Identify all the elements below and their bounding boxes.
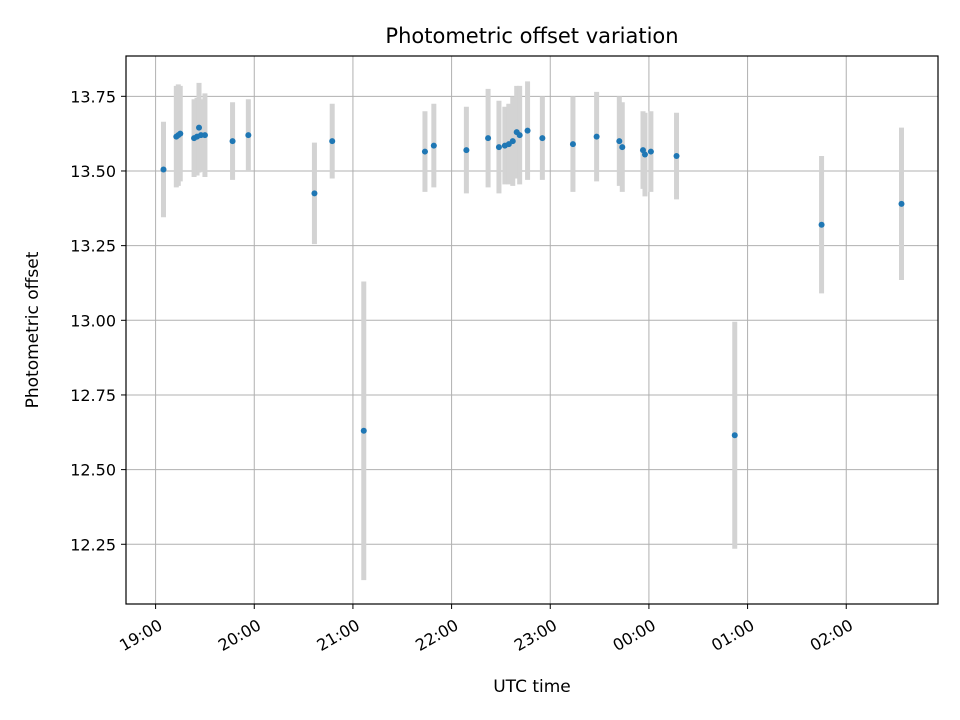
data-point — [329, 138, 336, 145]
data-point — [898, 200, 905, 207]
data-points — [160, 124, 905, 439]
data-point — [516, 132, 523, 139]
y-tick-label: 13.00 — [70, 311, 116, 330]
data-point — [647, 148, 654, 155]
data-point — [421, 148, 428, 155]
data-point — [196, 124, 203, 131]
data-point — [524, 127, 531, 134]
data-point — [641, 151, 648, 158]
data-point — [360, 427, 367, 434]
y-tick-label: 12.50 — [70, 461, 116, 480]
data-point — [311, 190, 318, 197]
data-point — [639, 147, 646, 154]
y-tick-label: 13.50 — [70, 162, 116, 181]
y-axis-title: Photometric offset — [23, 251, 43, 408]
y-tick-label: 12.25 — [70, 535, 116, 554]
x-axis-title: UTC time — [493, 677, 571, 697]
data-point — [177, 130, 184, 137]
y-tick-label: 13.75 — [70, 87, 116, 106]
data-point — [430, 142, 437, 149]
data-point — [229, 138, 236, 145]
y-tick-label: 12.75 — [70, 386, 116, 405]
data-point — [485, 135, 492, 142]
data-point — [463, 147, 470, 154]
data-point — [593, 133, 600, 140]
data-point — [539, 135, 546, 142]
data-point — [619, 144, 626, 151]
y-axis-ticks: 12.25 12.50 12.75 13.00 13.25 13.50 13.75 — [70, 87, 126, 554]
data-point — [818, 221, 825, 228]
data-point — [569, 141, 576, 148]
data-point — [509, 138, 516, 145]
data-point — [495, 144, 502, 151]
y-tick-label: 13.25 — [70, 237, 116, 256]
plot-frame — [125, 55, 939, 605]
data-point — [245, 132, 252, 139]
data-point — [731, 432, 738, 439]
data-point — [201, 132, 208, 139]
data-point — [160, 166, 167, 173]
data-point — [673, 153, 680, 160]
chart-title: Photometric offset variation — [385, 24, 678, 48]
data-point — [616, 138, 623, 145]
